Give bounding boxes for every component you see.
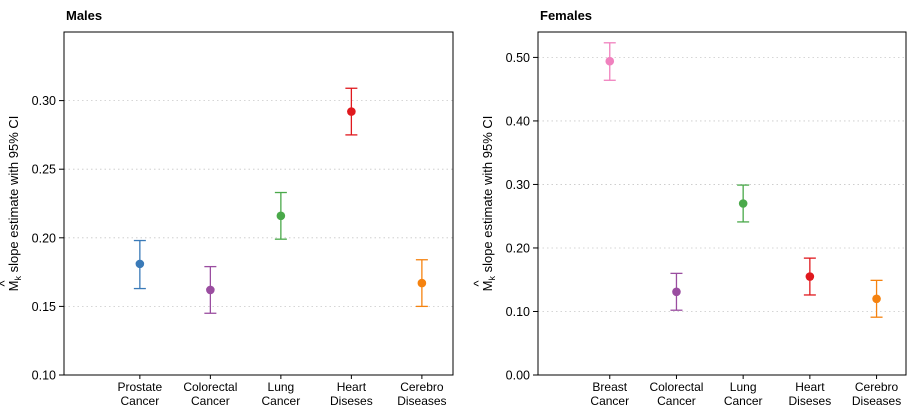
y-axis-label-text: slope estimate with 95% CI xyxy=(6,116,21,276)
chart-title: Males xyxy=(66,8,102,23)
data-point xyxy=(805,272,815,281)
y-axis-label-subscript: k xyxy=(13,276,23,281)
y-tick-label: 0.00 xyxy=(506,369,530,383)
plot-frame xyxy=(63,31,454,376)
data-point xyxy=(206,285,215,295)
y-axis-label-symbol: M xyxy=(480,281,495,292)
data-point xyxy=(738,199,748,208)
x-tick-label: Colorectal xyxy=(649,380,703,394)
x-tick-label: Cancer xyxy=(657,394,696,408)
x-tick-label: Diseses xyxy=(330,394,373,408)
x-tick-label: Cancer xyxy=(121,394,160,408)
x-tick-label: Cerebro xyxy=(855,380,899,394)
data-point xyxy=(276,211,286,221)
x-tick-label: Diseases xyxy=(852,394,901,408)
y-tick-label: 0.25 xyxy=(32,163,56,177)
y-axis-label: Mk slope estimate with 95% CI xyxy=(6,116,23,292)
x-tick-label: Cerebro xyxy=(400,380,444,394)
x-tick-label: Breast xyxy=(592,380,627,394)
y-axis-label-hat: ^ xyxy=(0,280,12,287)
x-tick-label: Cancer xyxy=(191,394,230,408)
y-tick-label: 0.10 xyxy=(506,305,530,319)
y-axis-label: Mk slope estimate with 95% CI xyxy=(480,116,497,292)
x-tick-label: Cancer xyxy=(590,394,629,408)
y-axis-label-symbol: M xyxy=(6,281,21,292)
y-tick-label: 0.10 xyxy=(32,369,56,383)
x-tick-label: Cancer xyxy=(724,394,763,408)
y-tick-label: 0.30 xyxy=(506,178,530,192)
y-axis-label-subscript: k xyxy=(487,276,497,281)
y-axis-label-hat: ^ xyxy=(471,280,486,287)
y-tick-label: 0.20 xyxy=(506,241,530,255)
chart-panel-2: Females 0.00 0.10 0.20 0.30 0.40 0.50 Mk slope … xyxy=(471,8,907,408)
data-point xyxy=(872,294,881,304)
y-tick-label: 0.15 xyxy=(32,300,56,314)
data-point xyxy=(135,259,145,269)
x-tick-label: Diseses xyxy=(789,394,832,408)
y-tick-label: 0.40 xyxy=(506,114,530,128)
chart-title: Females xyxy=(540,8,592,23)
x-tick-label: Prostate xyxy=(118,380,163,394)
y-tick-label: 0.50 xyxy=(506,51,530,65)
x-tick-label: Diseases xyxy=(397,394,446,408)
x-tick-label: Heart xyxy=(795,380,825,394)
data-point xyxy=(672,287,681,297)
data-point xyxy=(605,56,615,66)
y-axis-label-text: slope estimate with 95% CI xyxy=(480,116,495,276)
data-point xyxy=(347,107,356,116)
x-tick-label: Lung xyxy=(268,380,295,394)
y-tick-label: 0.20 xyxy=(32,231,56,245)
chart-panel-1: Males 0.10 0.15 0.20 0.25 0.30 Mk slope estima… xyxy=(0,8,454,408)
x-tick-label: Colorectal xyxy=(183,380,237,394)
y-tick-label: 0.30 xyxy=(32,94,56,108)
plot-frame xyxy=(537,31,907,376)
x-tick-label: Lung xyxy=(730,380,757,394)
data-point xyxy=(417,278,427,288)
x-tick-label: Heart xyxy=(337,380,367,394)
x-tick-label: Cancer xyxy=(262,394,301,408)
